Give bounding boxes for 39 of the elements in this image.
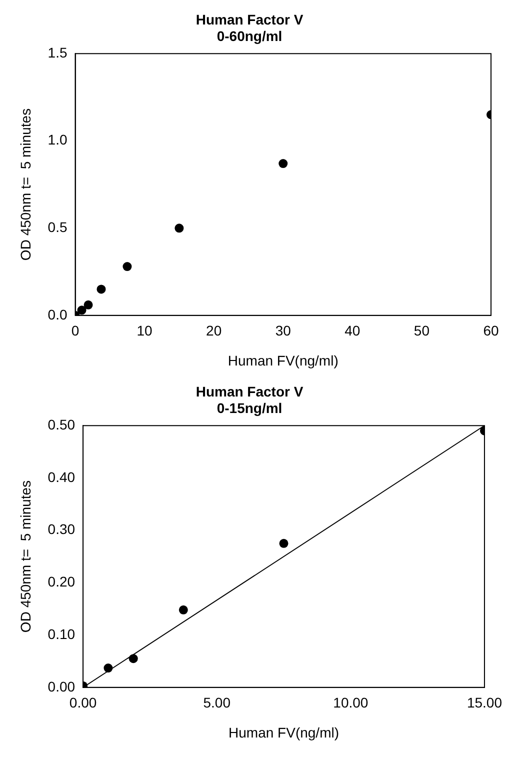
x-tick-label: 20	[206, 322, 222, 339]
y-tick-label: 1.5	[48, 44, 68, 60]
x-tick-label: 5.00	[203, 694, 231, 711]
x-axis-title: Human FV(ng/ml)	[228, 352, 338, 368]
chart-title: Human Factor V	[196, 11, 304, 28]
chart-subtitle: 0-15ng/ml	[216, 400, 282, 416]
point	[278, 159, 288, 168]
y-axis-title: OD 450nm t= 5 minutes	[17, 108, 34, 261]
x-tick-label: 0.00	[69, 694, 97, 711]
x-tick-label: 60	[483, 322, 499, 339]
point	[279, 538, 288, 548]
chart-subtitle: 0-60ng/ml	[216, 28, 282, 44]
y-tick-label: 0.10	[48, 626, 76, 642]
y-tick-label: 0.40	[48, 468, 76, 485]
y-tick-label: 0.00	[48, 678, 76, 694]
point	[77, 306, 86, 315]
point	[122, 262, 132, 272]
x-tick-label: 30	[275, 322, 292, 339]
point	[174, 224, 184, 233]
x-tick-label: 0	[71, 322, 80, 339]
y-tick-label: 0.30	[48, 521, 76, 538]
point	[128, 654, 138, 664]
y-tick-label: 1.0	[48, 132, 68, 148]
x-axis-title: Human FV(ng/ml)	[228, 724, 339, 740]
y-tick-label: 0.50	[48, 416, 76, 432]
y-tick-label: 0.20	[48, 574, 76, 590]
point	[104, 664, 113, 673]
chart-title: Human Factor V	[196, 383, 304, 400]
x-tick-label: 10.00	[333, 694, 368, 711]
x-tick-label: 50	[414, 322, 430, 339]
y-tick-label: 0.0	[48, 306, 68, 322]
point	[84, 300, 93, 310]
x-tick-label: 40	[344, 322, 360, 339]
y-axis-title: OD 450nm t= 5 minutes	[17, 480, 34, 633]
y-tick-label: 0.5	[48, 218, 68, 235]
x-tick-label: 10	[136, 322, 153, 339]
point	[96, 284, 106, 294]
x-tick-label: 15.00	[466, 694, 502, 711]
point	[178, 605, 188, 614]
